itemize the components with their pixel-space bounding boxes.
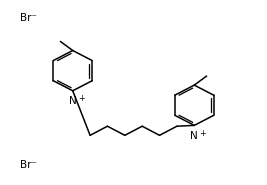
Text: N: N bbox=[190, 131, 198, 141]
Text: N: N bbox=[69, 96, 77, 106]
Text: Br⁻: Br⁻ bbox=[20, 160, 37, 170]
Text: +: + bbox=[199, 129, 206, 138]
Text: Br⁻: Br⁻ bbox=[20, 13, 37, 23]
Text: +: + bbox=[78, 94, 85, 103]
